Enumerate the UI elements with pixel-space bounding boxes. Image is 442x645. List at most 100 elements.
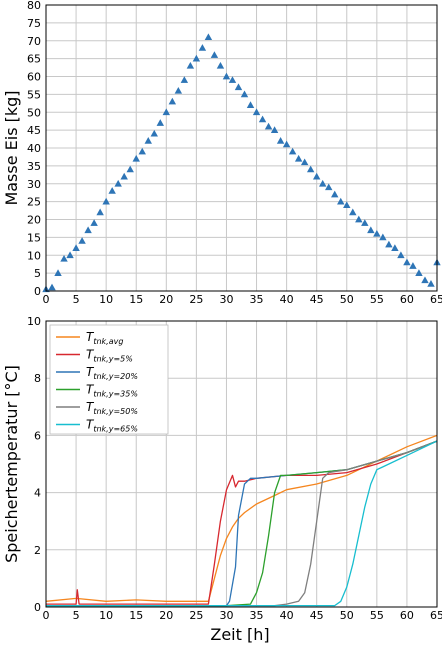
ice-mass-point <box>48 283 56 291</box>
y-tick-label: 6 <box>34 429 41 442</box>
ice-mass-point <box>204 33 213 41</box>
ice-mass-frame <box>45 4 438 292</box>
ice-mass-x-ticks: 0 5 10 15 20 25 30 35 40 45 50 55 60 65 <box>43 293 442 306</box>
ice-mass-point <box>96 208 104 216</box>
ice-mass-point <box>343 201 351 209</box>
x-tick-label: 5 <box>73 293 80 306</box>
ice-mass-point <box>216 61 225 69</box>
ice-mass-point <box>276 137 285 144</box>
y-tick-label: 70 <box>27 35 41 48</box>
ice-mass-point <box>246 101 255 108</box>
ice-mass-point <box>78 237 86 244</box>
ice-mass-point <box>114 179 122 187</box>
y-tick-label: 65 <box>27 53 41 66</box>
ice-mass-chart: 0 5 10 15 20 25 30 35 40 45 50 55 60 65 0510152025303… <box>2 0 442 306</box>
ice-mass-point <box>367 226 375 234</box>
legend-entry: Ttnk,y=65% <box>86 418 138 434</box>
x-tick-label: 10 <box>99 609 113 622</box>
x-tick-label: 30 <box>219 293 233 306</box>
ice-mass-point <box>349 208 357 216</box>
y-tick-label: 50 <box>27 106 41 119</box>
ice-mass-point <box>312 172 321 180</box>
ice-mass-point <box>379 233 387 241</box>
ice-mass-point <box>54 269 62 276</box>
y-tick-label: 0 <box>34 285 41 298</box>
tank-temperature-y-ticks: 0 2 4 6 8 10 <box>27 315 41 614</box>
x-tick-label: 45 <box>310 293 324 306</box>
x-tick-label: 45 <box>310 609 324 622</box>
legend-entry: Ttnk,y=5% <box>86 348 133 364</box>
y-tick-label: 0 <box>34 601 41 614</box>
series-line-tnk-y-20 <box>46 440 438 607</box>
x-tick-label: 30 <box>219 609 233 622</box>
ice-mass-point <box>144 137 152 144</box>
series-line-tnk-y-65 <box>46 440 438 607</box>
ice-mass-point <box>138 147 146 155</box>
x-tick-label: 55 <box>370 609 384 622</box>
x-tick-label: 50 <box>340 609 354 622</box>
tank-temperature-frame <box>45 320 438 608</box>
ice-mass-point <box>252 108 261 116</box>
ice-mass-point <box>156 119 165 126</box>
x-tick-label: 40 <box>280 609 294 622</box>
x-tick-label: 40 <box>280 293 294 306</box>
ice-mass-point <box>186 61 195 69</box>
x-tick-label: 0 <box>43 609 50 622</box>
ice-mass-point <box>228 76 237 83</box>
ice-mass-point <box>72 244 80 251</box>
ice-mass-point <box>258 115 267 123</box>
series-line-tnk-avg <box>45 434 438 602</box>
ice-mass-point <box>120 172 128 180</box>
x-tick-label: 20 <box>159 293 173 306</box>
y-tick-label: 2 <box>34 544 41 557</box>
ice-mass-point <box>198 44 207 51</box>
ice-mass-point <box>90 219 98 226</box>
ice-mass-point <box>282 140 291 148</box>
tank-temperature-chart: 0 5 10 15 20 25 30 35 40 45 50 55 60 65 0 2 4 6 8 10 Zeit … <box>2 315 442 644</box>
ice-mass-grid <box>45 4 438 292</box>
ice-mass-point <box>234 83 243 91</box>
y-tick-label: 10 <box>27 315 41 328</box>
ice-mass-point <box>409 262 417 269</box>
x-tick-label: 35 <box>250 609 264 622</box>
ice-mass-point <box>421 276 429 284</box>
series-line-tnk-y-35 <box>46 440 438 607</box>
x-tick-label: 55 <box>370 293 384 306</box>
y-tick-label: 30 <box>27 178 41 191</box>
ice-mass-point <box>288 147 297 155</box>
ice-mass-y-ticks: 0 5 10 15 20 25 30 35 40 45 50 55 60 65 70 75 80 <box>27 0 41 298</box>
ice-mass-point <box>84 226 92 234</box>
y-tick-label: 15 <box>27 231 41 244</box>
x-tick-label: 15 <box>129 609 143 622</box>
x-tick-label: 65 <box>430 293 442 306</box>
x-tick-label: 20 <box>159 609 173 622</box>
ice-mass-point <box>60 255 68 262</box>
ice-mass-point <box>240 90 249 98</box>
x-tick-label: 10 <box>99 293 113 306</box>
ice-mass-point <box>108 187 116 194</box>
legend-entry: Ttnk,y=50% <box>86 400 138 416</box>
y-tick-label: 75 <box>27 17 41 30</box>
ice-mass-point <box>222 72 231 80</box>
x-tick-label: 25 <box>189 293 203 306</box>
tank-temperature-x-label: Zeit [h] <box>210 625 269 644</box>
tank-temperature-lines <box>45 434 438 607</box>
series-line-tnk-y-5 <box>46 440 438 605</box>
ice-mass-point <box>337 197 345 205</box>
ice-mass-point <box>126 165 134 173</box>
y-tick-label: 4 <box>34 487 41 500</box>
x-tick-label: 25 <box>189 609 203 622</box>
y-tick-label: 10 <box>27 249 41 262</box>
ice-mass-point <box>168 97 177 105</box>
ice-mass-point <box>174 86 183 94</box>
x-tick-label: 5 <box>73 609 80 622</box>
legend-entry: Ttnk,y=35% <box>86 383 138 399</box>
y-tick-label: 40 <box>27 142 41 155</box>
y-tick-label: 5 <box>34 267 41 280</box>
ice-mass-point <box>150 129 158 137</box>
ice-mass-point <box>300 158 309 166</box>
ice-mass-point <box>102 197 110 205</box>
ice-mass-point <box>391 244 399 251</box>
x-tick-label: 50 <box>340 293 354 306</box>
x-tick-label: 35 <box>250 293 264 306</box>
